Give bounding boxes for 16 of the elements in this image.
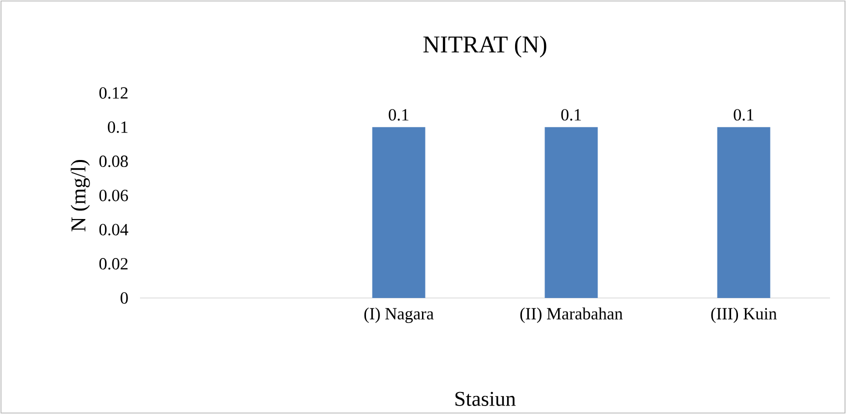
y-tick-label: 0.02 bbox=[99, 258, 128, 270]
y-tick-label: 0.04 bbox=[99, 224, 128, 236]
y-tick-label: 0.08 bbox=[99, 156, 128, 168]
y-tick-label: 0.1 bbox=[108, 121, 128, 133]
y-tick-label: 0.12 bbox=[99, 87, 128, 99]
data-label: 0.1 bbox=[561, 109, 581, 121]
data-label: 0.1 bbox=[388, 109, 408, 121]
y-tick-label: 0.06 bbox=[99, 190, 128, 202]
x-tick-label: (III) Kuin bbox=[711, 308, 777, 323]
x-tick-label: (II) Marabahan bbox=[520, 308, 623, 323]
x-axis-title: Stasiun bbox=[455, 392, 516, 406]
y-tick-label: 0 bbox=[120, 292, 128, 304]
y-axis-title: N (mg/l) bbox=[70, 160, 90, 232]
data-label: 0.1 bbox=[734, 109, 754, 121]
chart-title: NITRAT (N) bbox=[423, 36, 546, 58]
x-tick-label: (I) Nagara bbox=[364, 308, 434, 323]
